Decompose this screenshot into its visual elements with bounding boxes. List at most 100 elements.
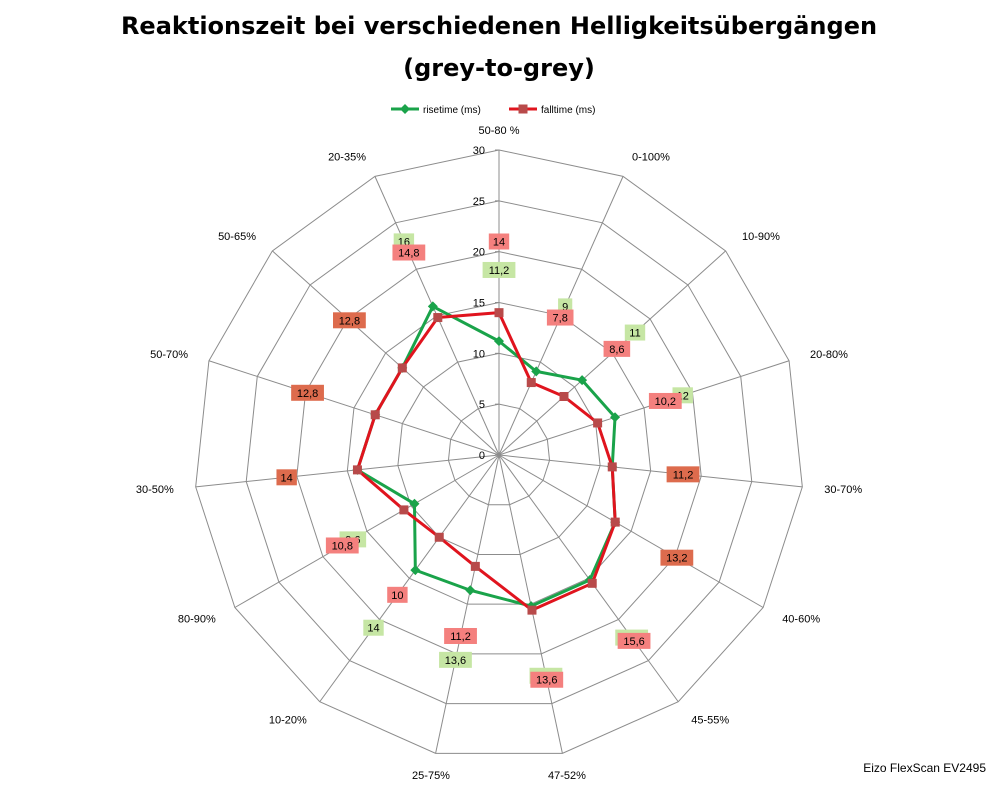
radial-tick-label: 10 [473, 348, 485, 360]
data-label-falltime: 14,8 [398, 248, 419, 260]
falltime-point [559, 391, 569, 401]
data-label-falltime: 7,8 [553, 313, 568, 325]
data-label-falltime-box [666, 466, 700, 483]
risetime-point [494, 336, 504, 347]
data-label-risetime-box [482, 261, 516, 278]
data-label-falltime: 11,2 [673, 469, 694, 481]
grid-ring [346, 301, 652, 605]
data-label-falltime: 12,8 [297, 388, 318, 400]
radial-tick-label: 20 [473, 247, 485, 259]
data-label-risetime-box [624, 324, 646, 341]
data-label-falltime: 12,8 [339, 315, 360, 327]
radial-tick-label: 5 [479, 399, 485, 411]
data-label-falltime: 15,6 [623, 636, 644, 648]
falltime-point [593, 418, 603, 428]
grid-ring [195, 149, 803, 754]
radial-tick-label: 15 [473, 298, 485, 310]
risetime-point [465, 585, 476, 596]
category-label: 50-80 % [479, 125, 520, 137]
data-label-falltime-box [617, 632, 651, 649]
data-label-falltime-box [660, 549, 694, 566]
falltime-point [526, 378, 536, 388]
data-label-falltime-box [648, 392, 682, 409]
data-label-falltime: 13,2 [666, 553, 687, 565]
data-label-falltime-box [546, 309, 574, 326]
data-label-falltime-box [325, 537, 359, 554]
grid-ring [397, 352, 601, 555]
falltime-point [399, 505, 409, 515]
radial-tick-label: 30 [473, 145, 485, 157]
category-label: 45-55% [691, 715, 729, 727]
grid-spoke [234, 454, 500, 608]
risetime-point [410, 565, 421, 576]
grid-ring [447, 403, 551, 506]
category-label: 25-75% [412, 770, 450, 782]
falltime-point [607, 462, 617, 472]
data-label-falltime-box [276, 469, 297, 486]
grid-spoke [195, 454, 500, 488]
grid-spoke [208, 360, 500, 456]
data-label-risetime: 11 [629, 328, 640, 340]
legend-risetime-label: risetime (ms) [423, 105, 481, 116]
category-label: 20-80% [810, 349, 848, 361]
falltime-point [470, 561, 480, 571]
falltime-point [494, 308, 504, 318]
legend-falltime-label: falltime (ms) [541, 105, 595, 116]
data-label-falltime-box [444, 627, 477, 644]
chart-subtitle: (grey-to-grey) [403, 54, 595, 82]
risetime-point [409, 498, 420, 509]
falltime-point [370, 410, 380, 420]
data-label-risetime: 13,6 [445, 655, 466, 667]
risetime-point [531, 366, 542, 377]
legend-falltime-marker [518, 104, 528, 114]
data-label-falltime: 10,8 [332, 540, 353, 552]
data-label-falltime: 13,6 [536, 675, 557, 687]
radial-tick-label: 0 [479, 450, 485, 462]
grid-spoke [435, 454, 500, 754]
data-label-risetime: 11,2 [489, 265, 510, 277]
category-label: 50-65% [218, 231, 256, 243]
data-label-falltime-box [530, 671, 564, 688]
falltime-point [433, 313, 443, 323]
data-label-risetime-box [439, 651, 472, 668]
category-label: 30-50% [136, 484, 174, 496]
footer-label: Eizo FlexScan EV2495 [863, 761, 986, 775]
risetime-point [427, 301, 438, 312]
falltime-point [527, 605, 537, 615]
data-label-falltime: 11,2 [450, 631, 471, 643]
data-label-falltime-box [291, 384, 324, 401]
data-label-falltime-box [603, 340, 631, 357]
data-label-falltime-box [488, 233, 510, 250]
risetime-point [610, 412, 621, 423]
radial-tick-label: 25 [473, 196, 485, 208]
data-label-risetime: 14 [367, 623, 379, 635]
falltime-point [587, 578, 597, 588]
data-label-falltime: 14 [493, 237, 505, 249]
chart-title: Reaktionszeit bei verschiedenen Helligke… [120, 12, 878, 40]
grid-spoke [498, 454, 764, 608]
grid-spoke [498, 360, 790, 456]
category-label: 40-60% [782, 614, 820, 626]
data-label-risetime: 9 [562, 301, 568, 313]
data-label-falltime: 8,6 [609, 344, 624, 356]
category-label: 10-90% [742, 231, 780, 243]
category-label: 0-100% [632, 151, 670, 163]
series-falltime-line [355, 311, 617, 612]
grid-ring [296, 251, 702, 655]
category-label: 20-35% [328, 151, 366, 163]
grid-spoke [319, 454, 500, 703]
category-label: 80-90% [178, 614, 216, 626]
grid-spoke [272, 250, 500, 456]
category-label: 50-70% [150, 349, 188, 361]
falltime-point [352, 465, 362, 475]
category-label: 30-70% [824, 484, 862, 496]
risetime-point [577, 375, 588, 386]
data-label-falltime: 10 [391, 590, 403, 602]
legend-risetime-marker [400, 104, 410, 114]
grid-spoke [498, 454, 803, 488]
data-label-falltime: 10,2 [655, 396, 676, 408]
data-label-falltime: 14 [281, 472, 293, 484]
falltime-point [610, 517, 620, 527]
data-label-falltime-box [333, 312, 366, 329]
